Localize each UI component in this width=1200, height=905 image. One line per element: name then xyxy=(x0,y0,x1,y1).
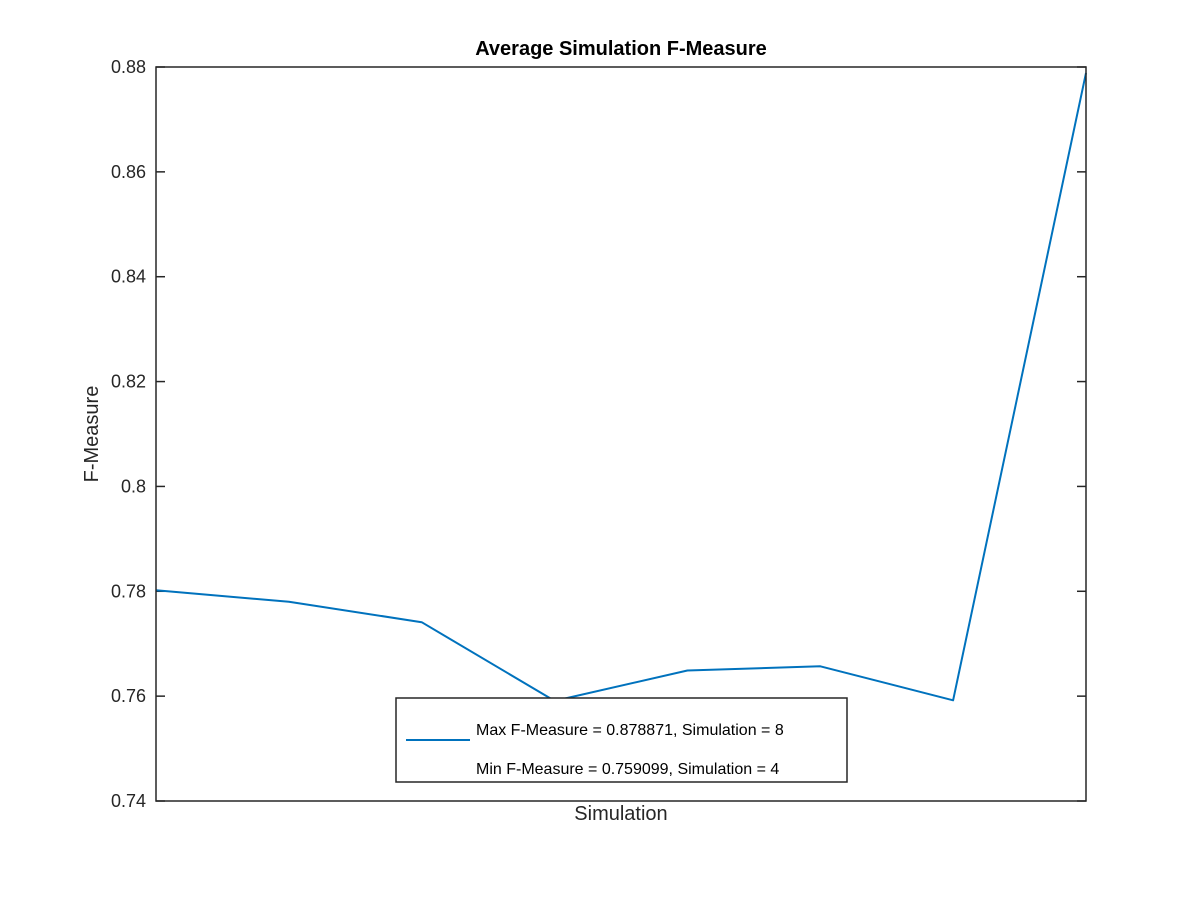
plot-area xyxy=(156,67,1086,801)
legend-entry-max: Max F-Measure = 0.878871, Simulation = 8 xyxy=(476,722,784,739)
legend-entry-min: Min F-Measure = 0.759099, Simulation = 4 xyxy=(476,761,779,778)
y-tick-label: 0.76 xyxy=(111,686,146,706)
y-tick-label: 0.84 xyxy=(111,267,146,287)
y-tick-label: 0.78 xyxy=(111,581,146,601)
legend: Max F-Measure = 0.878871, Simulation = 8… xyxy=(395,697,848,783)
y-tick-label: 0.8 xyxy=(121,476,146,496)
y-tick-label: 0.86 xyxy=(111,162,146,182)
series-layer xyxy=(155,72,1087,702)
y-axis-label: F-Measure xyxy=(81,386,103,483)
x-axis-label: Simulation xyxy=(574,803,667,825)
series-line xyxy=(155,72,1087,702)
chart-title: Average Simulation F-Measure xyxy=(475,38,767,60)
plot-frame xyxy=(155,66,1087,802)
legend-box xyxy=(395,697,848,783)
y-tick-label: 0.74 xyxy=(111,791,146,811)
y-tick-label: 0.82 xyxy=(111,372,146,392)
ticks-layer: 0.74 0.76 0.78 0.8 0.82 0.84 0.86 0.88 xyxy=(111,57,1086,811)
y-tick-label: 0.88 xyxy=(111,57,146,77)
